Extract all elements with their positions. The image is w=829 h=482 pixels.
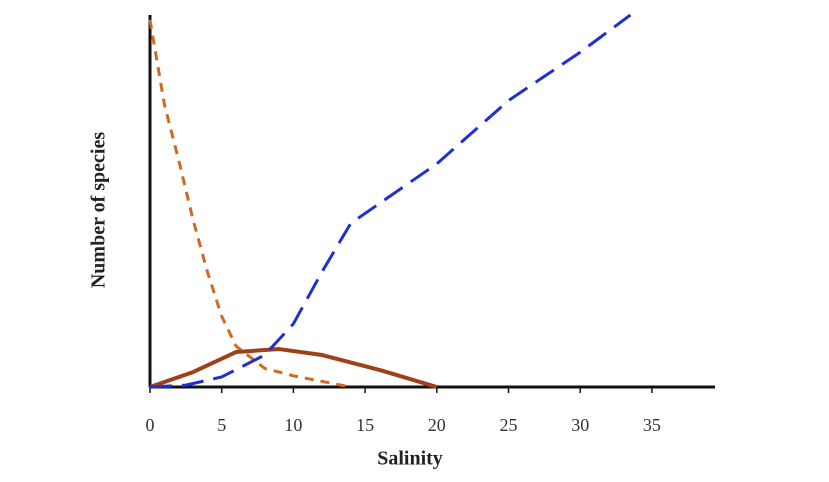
x-axis-label: Salinity <box>377 448 443 470</box>
x-tick-label: 35 <box>643 415 661 435</box>
line-series <box>148 19 352 389</box>
x-tick-label: 30 <box>571 415 589 435</box>
x-tick-label: 0 <box>146 415 155 435</box>
y-axis-label: Number of species <box>88 132 110 288</box>
line-series <box>149 13 632 389</box>
x-tick-label: 10 <box>284 415 302 435</box>
x-tick-label: 15 <box>356 415 374 435</box>
x-tick-label: 20 <box>428 415 446 435</box>
x-tick-label: 25 <box>500 415 518 435</box>
x-tick-label: 5 <box>217 415 226 435</box>
line-series <box>149 347 438 389</box>
